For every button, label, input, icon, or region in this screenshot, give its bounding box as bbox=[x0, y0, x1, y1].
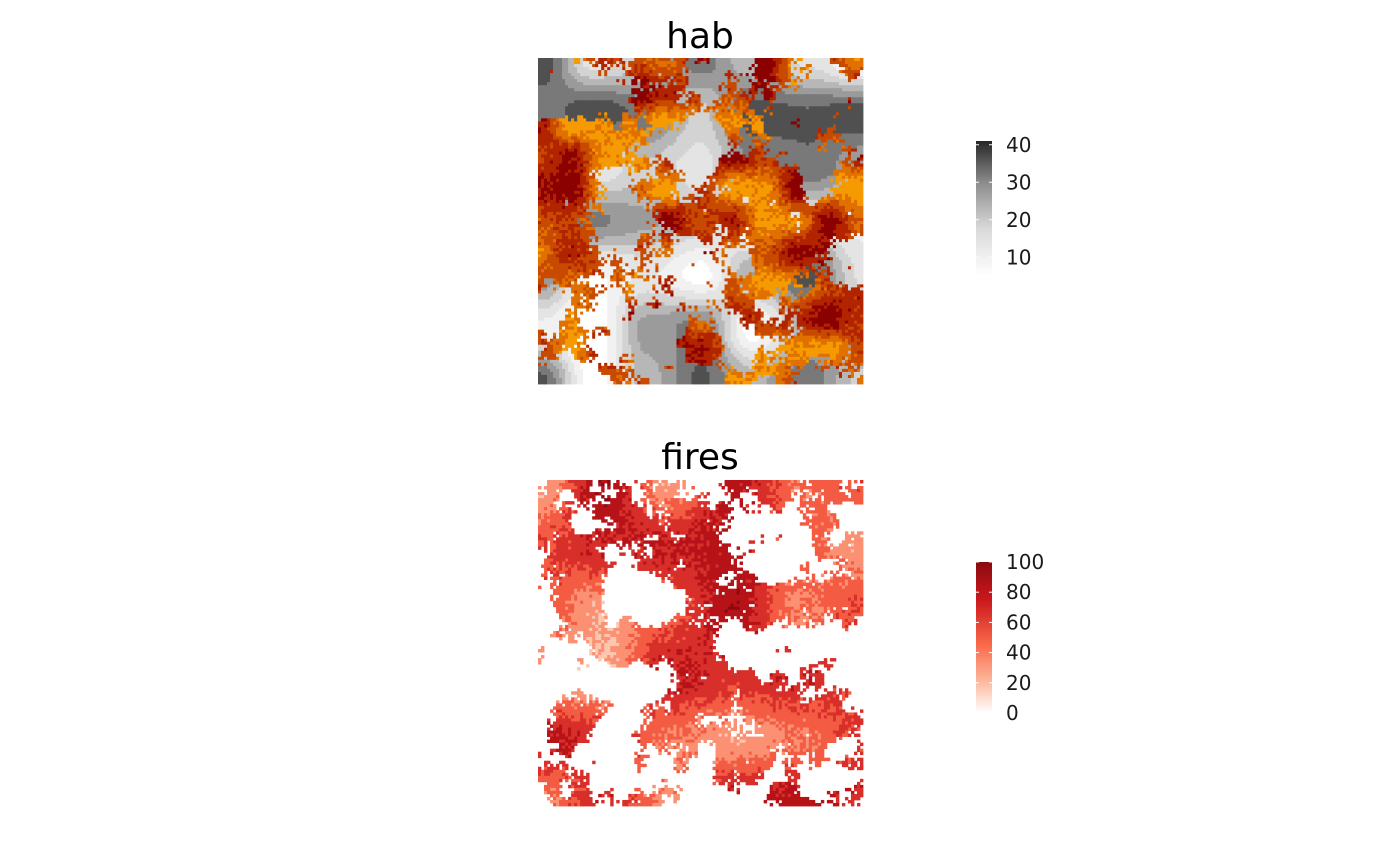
hab-tick-label: 10 bbox=[1006, 245, 1031, 269]
hab-colorbar-bar bbox=[976, 141, 992, 276]
hab-tick-label: 20 bbox=[1006, 208, 1031, 232]
fires-colorbar-bar bbox=[976, 562, 992, 713]
fires-tick-label: 100 bbox=[1006, 550, 1044, 574]
fires-colorbar-ticks: 0 20 40 60 80 100 bbox=[976, 550, 1044, 725]
fires-tick-label: 60 bbox=[1006, 610, 1031, 634]
fires-panel: fires 0 20 40 60 80 100 bbox=[538, 437, 1044, 807]
hab-colorbar-ticks: 10 20 30 40 bbox=[976, 133, 1031, 269]
hab-tick-label: 40 bbox=[1006, 133, 1031, 157]
hab-raster bbox=[538, 58, 864, 385]
fires-tick-label: 80 bbox=[1006, 580, 1031, 604]
fires-tick-label: 20 bbox=[1006, 671, 1031, 695]
hab-colorbar: 10 20 30 40 bbox=[976, 133, 1031, 276]
hab-title: hab bbox=[666, 16, 734, 57]
fires-title: fires bbox=[661, 437, 739, 478]
fires-colorbar: 0 20 40 60 80 100 bbox=[976, 550, 1044, 725]
fires-tick-label: 40 bbox=[1006, 641, 1031, 665]
hab-tick-label: 30 bbox=[1006, 170, 1031, 194]
fires-raster bbox=[538, 480, 864, 807]
fires-tick-label: 0 bbox=[1006, 701, 1019, 725]
hab-panel: hab 10 20 30 40 bbox=[538, 16, 1031, 385]
